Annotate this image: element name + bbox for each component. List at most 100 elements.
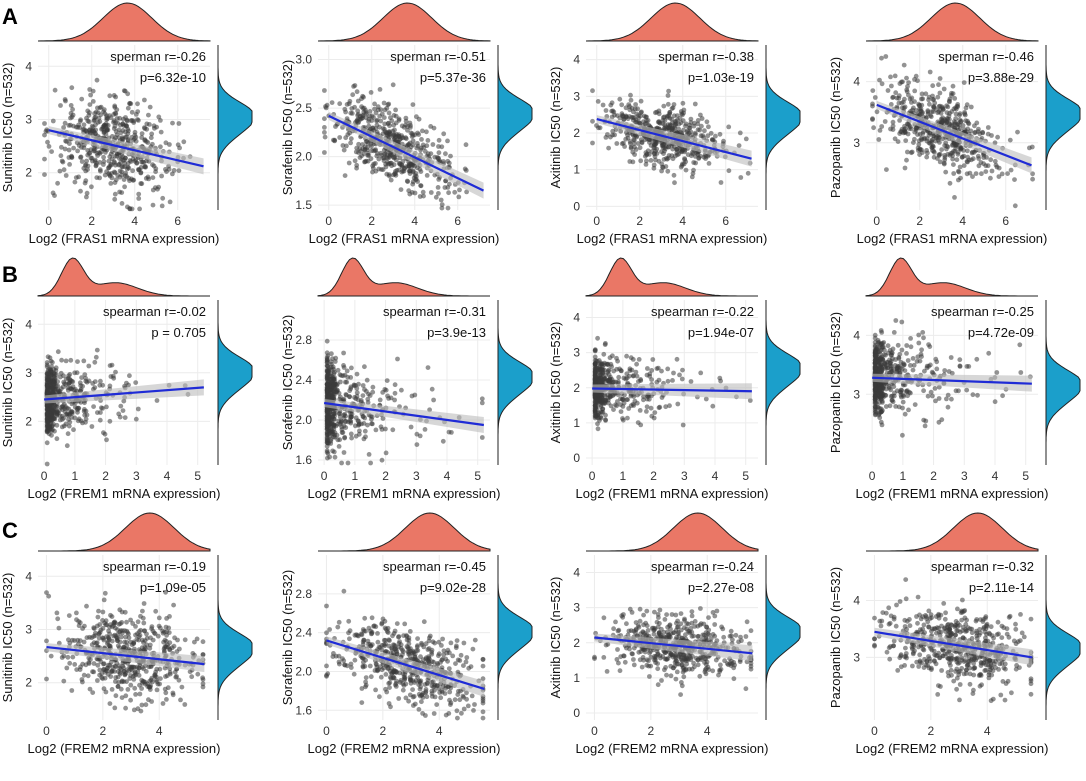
data-point [81,126,87,132]
y-tick-label: 3 [853,136,860,150]
data-point [945,104,951,110]
data-point [674,150,680,156]
y-axis-label: Sunitinib IC50 (n=532) [0,63,15,193]
data-point [951,171,957,176]
data-point [717,131,723,137]
data-point [78,188,83,194]
data-point [392,382,398,388]
data-point [926,132,932,138]
data-point [877,349,883,354]
data-point [601,351,607,357]
data-point [59,357,64,363]
data-point [156,114,162,120]
data-point [163,690,169,696]
data-point [412,190,418,196]
data-point [164,616,170,621]
data-point [872,400,878,405]
data-point [597,125,603,131]
top-density-curve [585,2,759,42]
data-point [87,127,93,133]
right-density-curve [497,45,533,210]
data-point [927,101,932,107]
data-point [665,101,671,107]
data-point [85,118,91,124]
data-point [873,386,879,392]
data-point [322,130,327,135]
data-point [431,125,437,131]
data-point [84,635,90,641]
data-point [112,180,118,186]
data-point [58,103,63,108]
data-point [329,379,335,385]
data-point [600,102,606,108]
data-point [904,343,910,348]
data-point [655,365,661,371]
data-point [360,113,366,119]
data-point [179,684,185,690]
data-point [108,674,114,679]
y-tick-label: 4 [573,53,580,67]
data-point [669,153,675,159]
data-point [983,163,989,169]
data-point [879,81,885,87]
data-point [92,157,98,163]
x-tick-label: 4 [411,214,418,228]
data-point [446,160,452,166]
data-point [592,362,598,368]
data-point [66,381,72,386]
data-point [361,94,366,100]
data-point [55,349,61,355]
data-point [362,428,368,434]
spearman-label: sperman r=-0.51 [390,49,486,64]
data-point [153,608,159,614]
data-point [606,367,612,373]
data-point [988,175,993,181]
data-point [146,112,151,118]
data-point [396,167,402,173]
data-point [100,609,106,615]
data-point [380,126,386,131]
data-point [71,145,76,151]
data-point [925,393,931,399]
data-point [87,150,93,156]
data-point [79,145,84,150]
data-point [150,187,156,193]
data-point [967,170,973,176]
y-tick-labels: 234 [25,59,32,179]
x-tick-label: 2 [636,214,643,228]
data-point [122,157,127,163]
data-point [54,610,60,616]
data-point [676,121,682,127]
data-point [629,114,635,120]
data-point [90,88,96,94]
data-point [983,169,989,175]
data-point [350,92,356,98]
data-point [595,335,600,341]
data-point [104,128,110,133]
data-point [638,378,644,383]
data-point [125,204,130,210]
x-tick-label: 2 [382,469,389,483]
data-point [134,636,140,642]
data-point [49,149,54,155]
data-point [616,374,622,380]
data-point [50,118,56,124]
y-tick-label: 3 [25,113,32,127]
y-axis-label: Pazopanib IC50 (n=532) [828,312,843,453]
data-point [343,418,349,424]
data-point [659,149,664,155]
x-tick-label: 1 [72,469,79,483]
data-point [336,411,342,416]
data-point [115,684,121,689]
data-point [145,174,151,180]
y-axis-label: Sunitinib IC50 (n=532) [0,318,15,448]
data-point [136,665,142,671]
data-point [874,109,880,115]
right-density-curve [217,45,253,210]
data-point [122,639,127,645]
data-point [449,430,454,435]
data-point [917,112,923,118]
data-point [97,417,103,423]
